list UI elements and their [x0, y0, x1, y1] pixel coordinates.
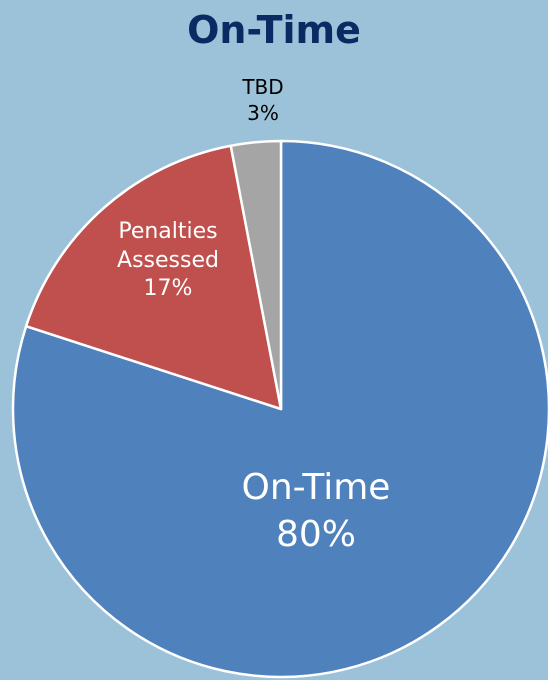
slice-value-label: 17% [143, 276, 193, 302]
chart-title: On-Time [187, 8, 361, 52]
slice-label: Penalties Assessed 17% [103, 218, 233, 304]
slice-category: Penalties Assessed [117, 219, 219, 273]
slice-value-label: 80% [275, 513, 356, 555]
slice-category: TBD [242, 75, 284, 99]
pie-slice [24, 144, 283, 411]
slice-label: TBD 3% [223, 74, 303, 126]
slice-category: On-Time [241, 467, 391, 508]
slice-value-label: 3% [247, 101, 279, 125]
pie-slice [229, 139, 283, 411]
slice-label: On-Time 80% [186, 465, 446, 559]
